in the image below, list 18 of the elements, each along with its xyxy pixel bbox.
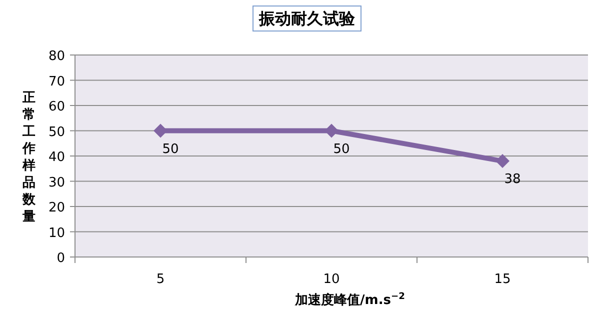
y-tick-label: 50	[48, 124, 65, 140]
data-label: 50	[333, 142, 350, 157]
chart-title: 振动耐久试验	[258, 9, 356, 28]
y-tick-label: 10	[48, 226, 65, 241]
y-tick-label: 60	[48, 100, 65, 114]
y-tick-label: 20	[48, 200, 65, 216]
x-axis-title: 加速度峰值/m.s$^{−2}$	[294, 292, 405, 308]
data-label: 38	[504, 172, 521, 188]
y-tick-label: 0	[56, 251, 65, 266]
y-tick-label: 40	[48, 150, 65, 165]
x-tick-label: 10	[323, 272, 340, 287]
y-axis-title: 正常工作样品数量	[22, 90, 36, 224]
y-tick-label: 70	[48, 74, 65, 90]
x-tick-label: 15	[494, 272, 511, 287]
y-tick-label: 30	[48, 175, 65, 190]
y-tick-label: 80	[48, 49, 65, 64]
data-label: 50	[162, 142, 179, 157]
x-tick-label: 5	[156, 272, 165, 287]
